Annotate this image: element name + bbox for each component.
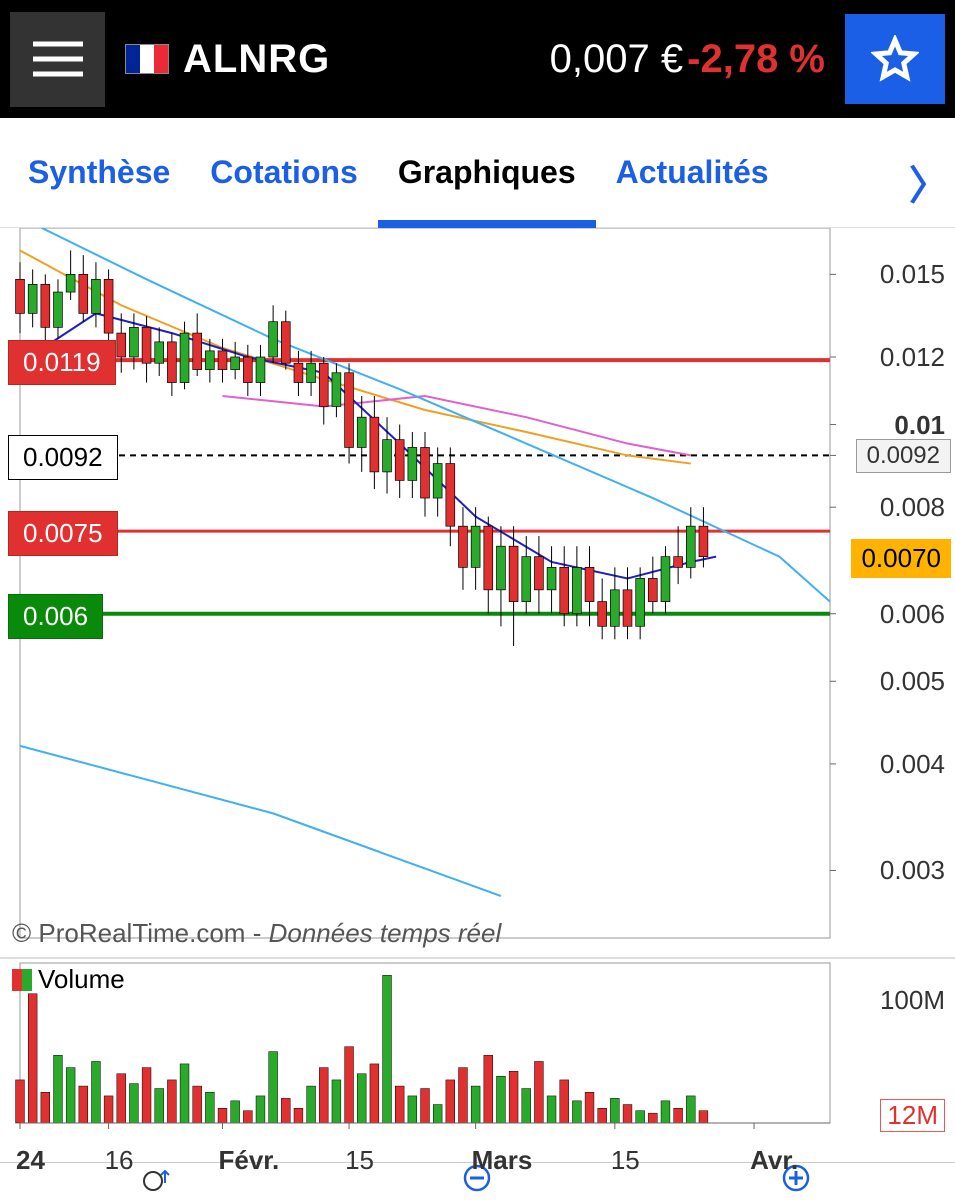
menu-button[interactable] [10,12,105,107]
price-level-tag: 0.0119 [8,340,116,385]
last-price: 0,007 € [550,37,683,82]
tabs-scroll-right-icon[interactable]: 〉 [909,153,949,211]
price-change: -2,78 % [687,37,825,82]
favorite-button[interactable] [845,14,945,104]
y-axis-tick: 0.008 [880,492,945,523]
y-axis-tick: 0.015 [880,259,945,290]
app-header: ALNRG 0,007 € -2,78 % [0,0,955,118]
star-icon [871,35,919,83]
tab-graphiques[interactable]: Graphiques [378,118,596,227]
price-level-tag: 0.0075 [8,511,118,556]
volume-icon [12,969,32,991]
y-axis-tick: 0.004 [880,749,945,780]
current-price-tag: 0.0070 [851,539,951,578]
y-axis-tick: 0.005 [880,666,945,697]
volume-y-tick: 100M [880,985,945,1016]
x-axis-tick: 16 [105,1145,134,1176]
volume-12m-tag: 12M [880,1099,945,1132]
x-axis-tick: Févr. [219,1145,280,1176]
x-axis-tick: 15 [611,1145,640,1176]
price-level-tag: 0.0092 [8,435,118,480]
ticker-symbol: ALNRG [183,37,330,82]
tab-synthèse[interactable]: Synthèse [8,118,190,227]
chart-copyright: © ProRealTime.com - Données temps réel [12,918,501,949]
x-axis-tick: Avr. [750,1145,798,1176]
tab-cotations[interactable]: Cotations [190,118,378,227]
y-axis-tick: 0.01 [894,410,945,441]
price-chart [0,228,955,1198]
tab-actualités[interactable]: Actualités [596,118,789,227]
y-axis-tick: 0.003 [880,855,945,886]
x-axis-tick: Mars [472,1145,533,1176]
volume-label: Volume [12,964,125,995]
flag-france-icon [125,44,169,74]
price-level-tag: 0.006 [8,594,103,639]
chart-container[interactable]: © ProRealTime.com - Données temps réel V… [0,228,955,1198]
tab-bar: SynthèseCotationsGraphiquesActualités 〉 [0,118,955,228]
x-axis-tick: 24 [16,1145,45,1176]
x-axis-tick: 15 [345,1145,374,1176]
toolbar-expand-icon[interactable] [141,1163,177,1201]
menu-icon [33,41,83,77]
y-axis-tick: 0.012 [880,342,945,373]
y-axis-tick: 0.006 [880,599,945,630]
y-axis-tick: 0.0092 [856,439,951,473]
